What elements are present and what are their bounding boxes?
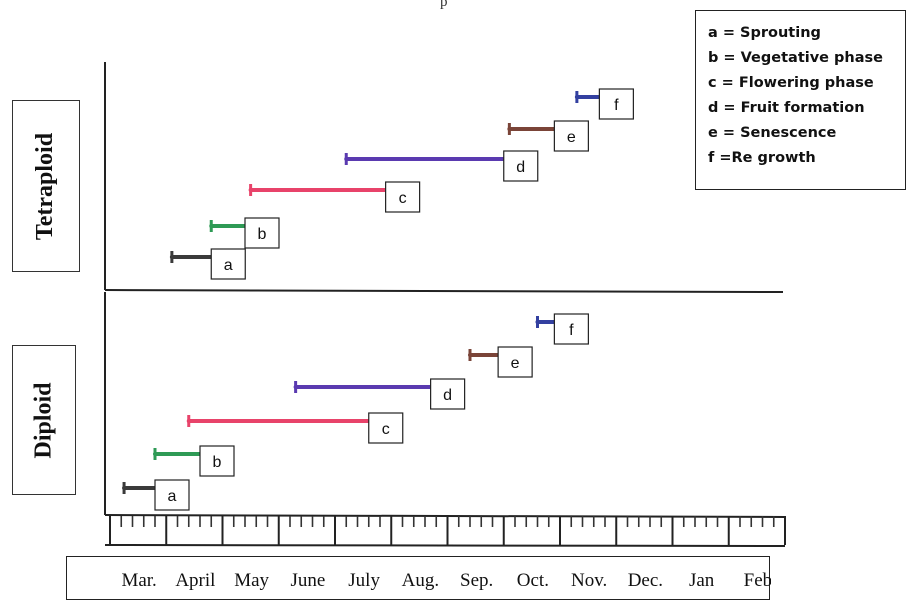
partial-caption: p bbox=[440, 0, 448, 10]
phase-label-box bbox=[430, 378, 466, 410]
chart-axes bbox=[104, 62, 784, 515]
month-label: Jan bbox=[689, 570, 715, 591]
panel-divider bbox=[104, 289, 784, 293]
legend-item-f: f =Re growth bbox=[708, 150, 816, 166]
phase-label-diploid-f: f bbox=[569, 322, 574, 339]
phase-label-box bbox=[368, 412, 404, 444]
phase-label-tetraploid-a: a bbox=[224, 257, 233, 274]
phase-label-box bbox=[497, 346, 533, 378]
phase-label-tetraploid-c: c bbox=[399, 190, 407, 207]
month-label: May bbox=[234, 570, 269, 591]
phase-label-tetraploid-e: e bbox=[567, 129, 576, 146]
phase-label-box bbox=[553, 313, 589, 345]
month-label: Dec. bbox=[628, 570, 663, 591]
phase-label-box bbox=[503, 150, 539, 182]
phase-label-box bbox=[553, 120, 589, 152]
phase-label-diploid-d: d bbox=[443, 387, 452, 404]
phase-label-diploid-b: b bbox=[213, 454, 222, 471]
legend-item-c: c = Flowering phase bbox=[708, 75, 874, 91]
legend-item-a: a = Sprouting bbox=[708, 25, 821, 41]
phase-bars bbox=[122, 91, 602, 494]
month-ruler bbox=[104, 514, 786, 547]
phase-label-diploid-a: a bbox=[168, 488, 177, 505]
month-label: Feb bbox=[744, 570, 771, 591]
month-label: Oct. bbox=[517, 570, 549, 591]
month-label: Nov. bbox=[571, 570, 607, 591]
month-label: July bbox=[348, 570, 380, 591]
phase-label-diploid-c: c bbox=[382, 421, 390, 438]
phase-labels: a b c d e f a b c d e f bbox=[154, 88, 634, 511]
phase-label-box bbox=[244, 217, 280, 249]
month-label: Sep. bbox=[460, 570, 493, 591]
phase-label-box bbox=[154, 479, 190, 511]
legend-item-d: d = Fruit formation bbox=[708, 100, 865, 116]
phase-label-box bbox=[210, 248, 246, 280]
legend-item-e: e = Senescence bbox=[708, 125, 837, 141]
diploid-label: Diploid bbox=[12, 345, 76, 495]
month-labels: Mar. April May June July Aug. Sep. Oct. Nov. Dec.… bbox=[121, 570, 772, 591]
phase-label-box bbox=[385, 181, 421, 213]
phase-label-box bbox=[199, 445, 235, 477]
phase-label-tetraploid-d: d bbox=[516, 159, 525, 176]
tetraploid-label: Tetraploid bbox=[12, 100, 80, 272]
legend: a = Sprouting b = Vegetative phase c = F… bbox=[695, 10, 906, 190]
phase-label-tetraploid-f: f bbox=[614, 97, 619, 114]
ruler-bottom-edge bbox=[104, 544, 786, 547]
month-label: Mar. bbox=[121, 570, 156, 591]
phase-label-diploid-e: e bbox=[511, 355, 520, 372]
phase-label-tetraploid-b: b bbox=[258, 226, 267, 243]
phase-label-box bbox=[598, 88, 634, 120]
month-labels-box: Mar. April May June July Aug. Sep. Oct. Nov. Dec.… bbox=[66, 556, 772, 600]
legend-item-b: b = Vegetative phase bbox=[708, 50, 884, 66]
month-label: June bbox=[290, 570, 325, 591]
month-label: Aug. bbox=[402, 570, 439, 591]
month-label: April bbox=[175, 570, 215, 591]
